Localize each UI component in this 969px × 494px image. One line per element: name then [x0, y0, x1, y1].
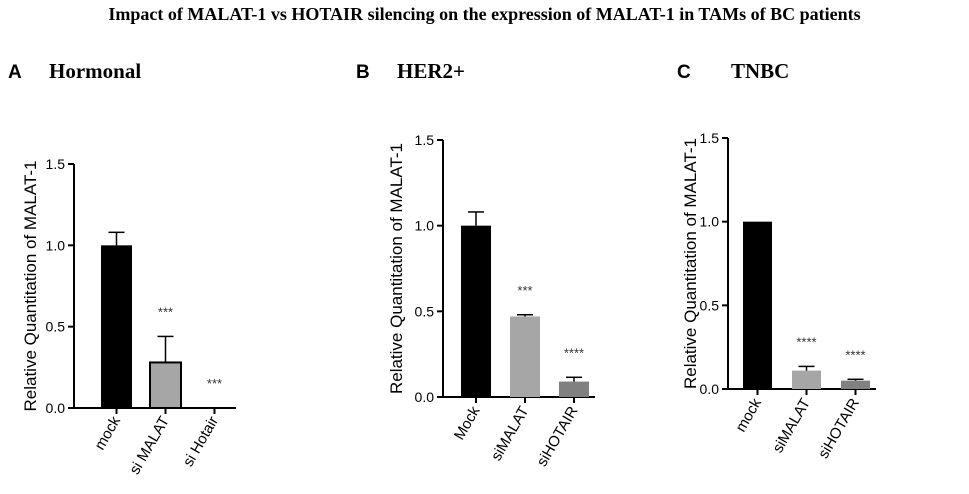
panel-c-letter: C — [677, 62, 691, 83]
panel-c-bar-0 — [743, 221, 772, 389]
panel-b-significance-1: *** — [517, 283, 532, 298]
panel-a-category-label-2: si Hotair — [180, 413, 222, 469]
panel-a-significance-1: *** — [158, 304, 173, 319]
panel-a-y-tick-label: 1.5 — [46, 156, 66, 172]
panel-c-bar-1 — [792, 370, 821, 389]
panel-b-y-tick-label: 0.5 — [415, 303, 435, 319]
panel-b-y-tick-label: 0.0 — [415, 389, 435, 405]
panel-a-y-tick-label: 0.5 — [46, 319, 66, 335]
panel-a-bar-1 — [149, 361, 182, 410]
panel-b-bar-2 — [559, 381, 589, 397]
panel-a-y-tick-label: 1.0 — [46, 237, 66, 253]
panel-c-bar-2 — [841, 380, 870, 389]
panel-b-significance-2: **** — [564, 345, 584, 360]
panel-a-title: Hormonal — [49, 59, 142, 83]
panel-b-category-label-0: Mock — [451, 403, 484, 443]
panel-a-category-label-0: mock — [91, 413, 124, 453]
panel-b-y-tick-label: 1.0 — [415, 218, 435, 234]
panel-c-category-label-2: siHOTAIR — [815, 395, 863, 461]
panel-b-letter: B — [356, 62, 370, 83]
panel-a-letter: A — [8, 62, 22, 83]
panel-a-bar-0 — [101, 245, 132, 408]
panel-c-significance-2: **** — [845, 347, 865, 362]
panel-a-significance-2: *** — [207, 376, 222, 391]
panel-b-y-tick-label: 1.5 — [415, 132, 435, 148]
panel-c-category-label-1: siMALAT — [769, 396, 814, 456]
panel-c-category-label-0: mock — [732, 395, 765, 435]
panel-a-category-label-1: si MALAT — [126, 414, 173, 478]
panel-b-y-axis-label: Relative Quantitation of MALAT-1 — [387, 143, 406, 394]
panel-b-category-label-1: siMALAT — [488, 404, 533, 464]
panel-b-category-label-2: siHOTAIR — [534, 403, 582, 469]
panel-b-title: HER2+ — [397, 59, 465, 83]
panel-a-y-axis-label: Relative Quantitation of MALAT-1 — [21, 160, 40, 411]
panel-c-y-tick-label: 0.0 — [700, 381, 720, 397]
panel-b-bar-0 — [461, 225, 491, 397]
figure-title: Impact of MALAT-1 vs HOTAIR silencing on… — [108, 4, 861, 24]
panel-b-bar-1 — [510, 316, 540, 397]
panel-c-y-tick-label: 0.5 — [700, 297, 720, 313]
panel-c-title: TNBC — [731, 59, 790, 83]
panel-c-y-axis-label: Relative Quantitation of MALAT-1 — [681, 138, 700, 389]
panel-c-y-tick-label: 1.0 — [700, 214, 720, 230]
panel-a-y-tick-label: 0.0 — [46, 400, 66, 416]
panel-c-significance-1: **** — [796, 334, 816, 349]
panel-c-y-tick-label: 1.5 — [700, 130, 720, 146]
